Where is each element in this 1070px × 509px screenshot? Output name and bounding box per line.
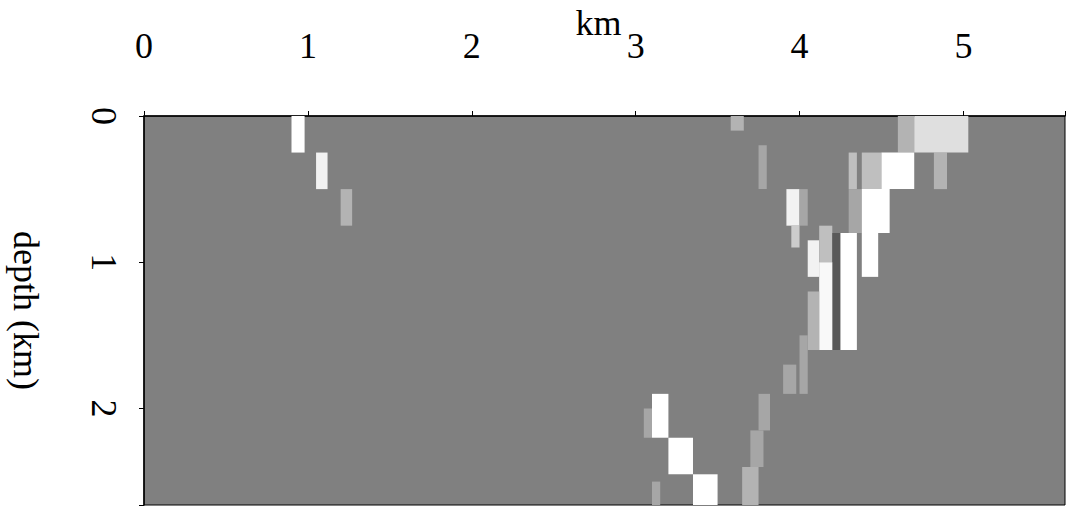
svg-text:km: km <box>575 3 621 43</box>
svg-text:5: 5 <box>954 26 972 66</box>
svg-text:4: 4 <box>791 26 809 66</box>
svg-text:depth (km): depth (km) <box>6 231 46 390</box>
svg-text:3: 3 <box>627 26 645 66</box>
svg-text:1: 1 <box>299 26 317 66</box>
svg-text:1: 1 <box>84 253 124 271</box>
svg-text:2: 2 <box>84 399 124 417</box>
svg-text:0: 0 <box>135 26 153 66</box>
svg-text:0: 0 <box>84 107 124 125</box>
svg-text:2: 2 <box>463 26 481 66</box>
